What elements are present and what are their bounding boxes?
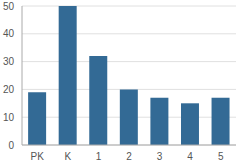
svg-text:K: K xyxy=(65,151,72,162)
svg-text:20: 20 xyxy=(8,84,14,95)
svg-text:3: 3 xyxy=(157,151,163,162)
svg-text:10: 10 xyxy=(8,112,14,123)
svg-text:1: 1 xyxy=(96,151,102,162)
svg-text:0: 0 xyxy=(8,140,14,151)
svg-text:50: 50 xyxy=(8,1,14,12)
svg-text:PK: PK xyxy=(31,151,45,162)
svg-text:2: 2 xyxy=(126,151,132,162)
svg-text:4: 4 xyxy=(187,151,193,162)
svg-text:5: 5 xyxy=(218,151,224,162)
svg-text:40: 40 xyxy=(8,28,14,39)
svg-text:30: 30 xyxy=(8,56,14,67)
